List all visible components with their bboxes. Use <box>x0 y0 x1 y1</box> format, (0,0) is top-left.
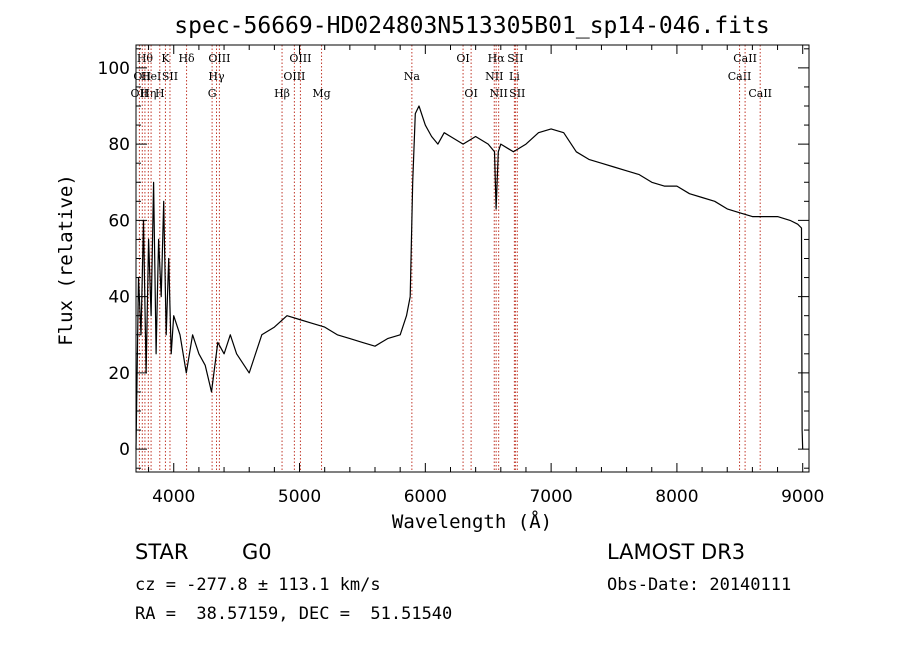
axis-ticks: 4000 5000 6000 7000 8000 9000 0 20 40 60 80 100 <box>98 45 824 507</box>
object-subclass: G0 <box>242 540 272 564</box>
y-axis-label: Flux (relative) <box>55 174 77 346</box>
obs-date: Obs-Date: 20140111 <box>607 575 792 595</box>
object-class: STAR <box>135 540 189 564</box>
spectrum-series <box>135 105 804 450</box>
spectral-line-markers: OIIOIIHθHηHeIHKSIIHδGHγOIIIHβOIIIOIIIMgN… <box>131 45 772 472</box>
spectral-line-label: HeI <box>141 70 161 83</box>
chart-title: spec-56669-HD024803N513305B01_sp14-046.f… <box>174 13 769 39</box>
y-tick-label: 100 <box>98 59 130 79</box>
spectral-line-label: Hη <box>140 87 156 100</box>
spectral-line-label: Li <box>509 70 520 83</box>
y-tick-label: 20 <box>108 364 130 384</box>
spectral-line-label: SII <box>509 87 525 100</box>
redshift-cz: cz = -277.8 ± 113.1 km/s <box>135 575 381 595</box>
spectrum-line <box>135 105 804 450</box>
spectral-line-label: Hβ <box>274 87 290 100</box>
spectral-line-label: NII <box>490 87 508 100</box>
spectral-line-label: NII <box>485 70 503 83</box>
coordinates: RA = 38.57159, DEC = 51.51540 <box>135 604 453 624</box>
x-tick-label: 8000 <box>655 487 698 507</box>
spectral-line-label: SII <box>162 70 178 83</box>
x-tick-label: 5000 <box>278 487 321 507</box>
spectral-line-label: OI <box>456 52 469 65</box>
spectral-line-label: OII <box>133 70 151 83</box>
spectral-line-label: Mg <box>312 87 330 100</box>
spectral-line-label: CaII <box>728 70 752 83</box>
x-tick-label: 7000 <box>529 487 572 507</box>
x-tick-label: 4000 <box>152 487 195 507</box>
spectral-line-label: H <box>155 87 165 100</box>
y-tick-label: 60 <box>108 211 130 231</box>
spectral-line-label: Hθ <box>137 52 154 65</box>
x-tick-label: 9000 <box>781 487 824 507</box>
spectral-line-label: Hγ <box>208 70 225 83</box>
spectral-line-label: Na <box>404 70 421 83</box>
y-tick-label: 80 <box>108 135 130 155</box>
spectral-line-label: CaII <box>748 87 772 100</box>
spectral-line-label: OI <box>464 87 477 100</box>
spectral-line-label: OIII <box>208 52 230 65</box>
spectral-line-label: Hδ <box>178 52 195 65</box>
spectral-line-label: G <box>208 87 217 100</box>
spectral-line-label: CaII <box>733 52 757 65</box>
spectral-line-label: K <box>161 52 170 65</box>
spectral-line-label: OIII <box>289 52 311 65</box>
y-tick-label: 0 <box>119 440 130 460</box>
spectral-line-label: OII <box>131 87 149 100</box>
spectral-line-label: Hα <box>488 52 506 65</box>
plot-frame <box>135 44 810 473</box>
spectral-line-label: SII <box>507 52 523 65</box>
y-tick-label: 40 <box>108 288 130 308</box>
spectral-line-label: OIII <box>283 70 305 83</box>
x-axis-label: Wavelength (Å) <box>392 510 552 533</box>
survey-name: LAMOST DR3 <box>607 540 746 564</box>
x-tick-label: 6000 <box>404 487 447 507</box>
